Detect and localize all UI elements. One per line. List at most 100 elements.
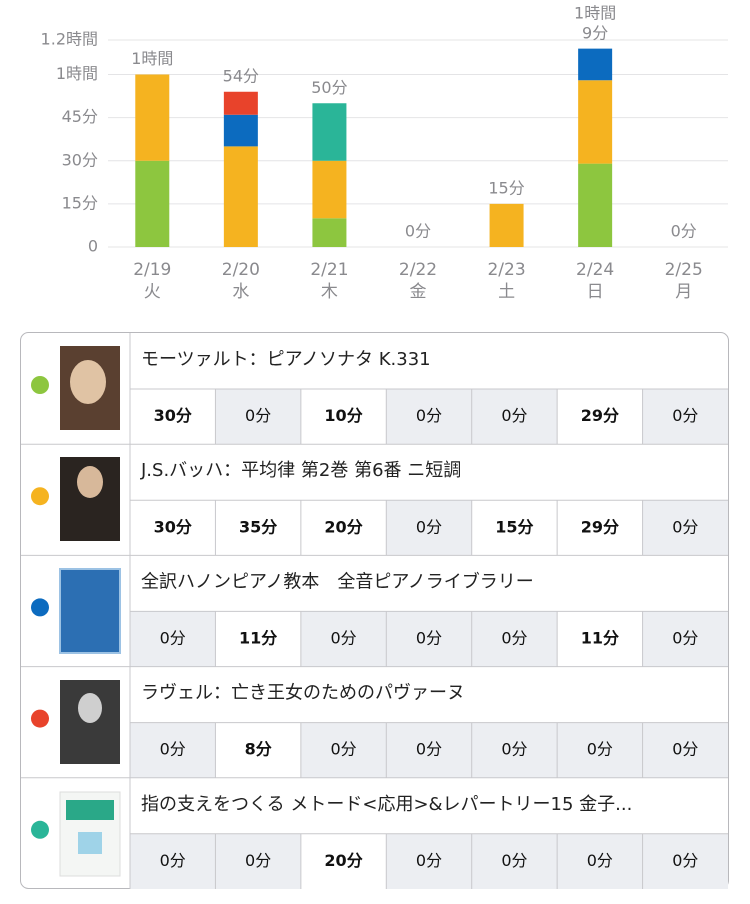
total-label: 1時間 — [131, 49, 173, 68]
x-tick-label: 2/21 — [310, 260, 348, 280]
cell-bg — [300, 389, 387, 445]
cell-bg — [300, 500, 387, 556]
cell-bg — [130, 389, 216, 445]
cell-bg — [642, 500, 728, 556]
cell-value: 10分 — [324, 406, 362, 425]
cell-value: 0分 — [672, 406, 698, 425]
cell-value: 0分 — [330, 740, 356, 759]
total-label: 0分 — [671, 222, 697, 241]
x-tick-weekday: 水 — [232, 282, 249, 302]
cell-value: 0分 — [416, 406, 442, 425]
cell-value: 35分 — [239, 517, 277, 536]
cell-bg — [386, 611, 472, 667]
cell-value: 0分 — [501, 629, 527, 648]
cell-bg — [215, 611, 301, 667]
cell-value: 0分 — [587, 851, 613, 870]
cell-bg — [471, 389, 558, 445]
cell-bg — [130, 500, 216, 556]
cell-value: 0分 — [672, 851, 698, 870]
cell-bg — [642, 389, 728, 445]
cell-value: 0分 — [245, 406, 271, 425]
cell-bg — [215, 833, 301, 889]
cell-value: 0分 — [501, 406, 527, 425]
y-tick-label: 1時間 — [56, 64, 98, 83]
x-tick-label: 2/20 — [222, 260, 260, 280]
cell-value: 29分 — [581, 406, 619, 425]
cell-value: 0分 — [160, 629, 186, 648]
row-title: J.S.バッハ：平均律 第2巻 第6番 ニ短調 — [140, 460, 461, 481]
x-tick-label: 2/22 — [399, 260, 437, 280]
bar-segment — [223, 146, 258, 247]
cell-value: 0分 — [672, 517, 698, 536]
cell-value: 0分 — [416, 851, 442, 870]
cell-value: 0分 — [501, 851, 527, 870]
x-tick-label: 2/25 — [665, 260, 703, 280]
row-title: ラヴェル：亡き王女のためのパヴァーヌ — [141, 683, 465, 704]
cell-bg — [130, 722, 216, 778]
thumbnails — [59, 346, 121, 877]
cell-value: 0分 — [672, 629, 698, 648]
row-color-dot — [31, 487, 49, 506]
total-label: 54分 — [223, 66, 259, 85]
x-tick-weekday: 金 — [410, 282, 427, 302]
cell-bg — [557, 833, 643, 889]
row-title: 指の支えをつくる メトード<応用>&レパートリー15 金子... — [141, 794, 632, 815]
bar-segment — [135, 74, 170, 161]
cell-value: 0分 — [416, 629, 442, 648]
cell-bg — [130, 833, 216, 889]
cell-bg — [557, 611, 643, 667]
x-tick-weekday: 月 — [675, 282, 692, 302]
x-tick-label: 2/23 — [487, 260, 525, 280]
cell-value: 20分 — [324, 517, 362, 536]
bar-segment — [312, 160, 347, 219]
thumb-book-band — [66, 800, 114, 820]
bar-segment — [578, 48, 613, 81]
x-tick-weekday: 日 — [587, 282, 604, 302]
total-label: 50分 — [311, 78, 347, 97]
cell-value: 11分 — [581, 629, 619, 648]
cell-value: 30分 — [154, 517, 192, 536]
row-title: モーツァルト：ピアノソナタ K.331 — [141, 349, 431, 370]
cell-bg — [300, 722, 387, 778]
cell-bg — [300, 833, 387, 889]
x-tick-label: 2/24 — [576, 260, 614, 280]
row-color-dot — [31, 598, 49, 617]
cell-bg — [471, 833, 558, 889]
cell-value: 0分 — [587, 740, 613, 759]
cell-bg — [386, 500, 472, 556]
row-title: 全訳ハノンピアノ教本 全音ピアノライブラリー — [141, 570, 534, 592]
cell-value: 20分 — [324, 851, 362, 870]
cell-bg — [215, 389, 301, 445]
row-color-dot — [31, 820, 49, 839]
cell-bg — [130, 611, 216, 667]
cell-value: 0分 — [672, 740, 698, 759]
thumb-hanon — [59, 568, 121, 654]
thumb-face — [70, 360, 106, 404]
cell-bg — [386, 833, 472, 889]
total-label: 0分 — [405, 222, 431, 241]
cell-value: 0分 — [245, 851, 271, 870]
thumb-book-art — [78, 832, 102, 854]
x-tick-weekday: 火 — [144, 282, 161, 302]
cell-value: 0分 — [160, 740, 186, 759]
cell-bg — [557, 500, 643, 556]
cell-bg — [557, 389, 643, 445]
cell-bg — [557, 722, 643, 778]
thumb-face — [77, 466, 103, 498]
bar-segment — [312, 103, 347, 161]
thumb-face — [78, 693, 102, 723]
bar-segment — [489, 203, 524, 247]
x-tick-label: 2/19 — [133, 260, 171, 280]
cell-value: 15分 — [495, 517, 533, 536]
cell-bg — [386, 389, 472, 445]
bar-segment — [578, 163, 613, 247]
cell-value: 11分 — [239, 629, 277, 648]
cell-bg — [642, 611, 728, 667]
bar-segment — [578, 80, 613, 164]
bar-segment — [312, 218, 347, 247]
y-tick-label: 1.2時間 — [41, 30, 98, 49]
cell-value: 29分 — [581, 517, 619, 536]
cell-bg — [300, 611, 387, 667]
y-tick-label: 15分 — [62, 193, 98, 212]
